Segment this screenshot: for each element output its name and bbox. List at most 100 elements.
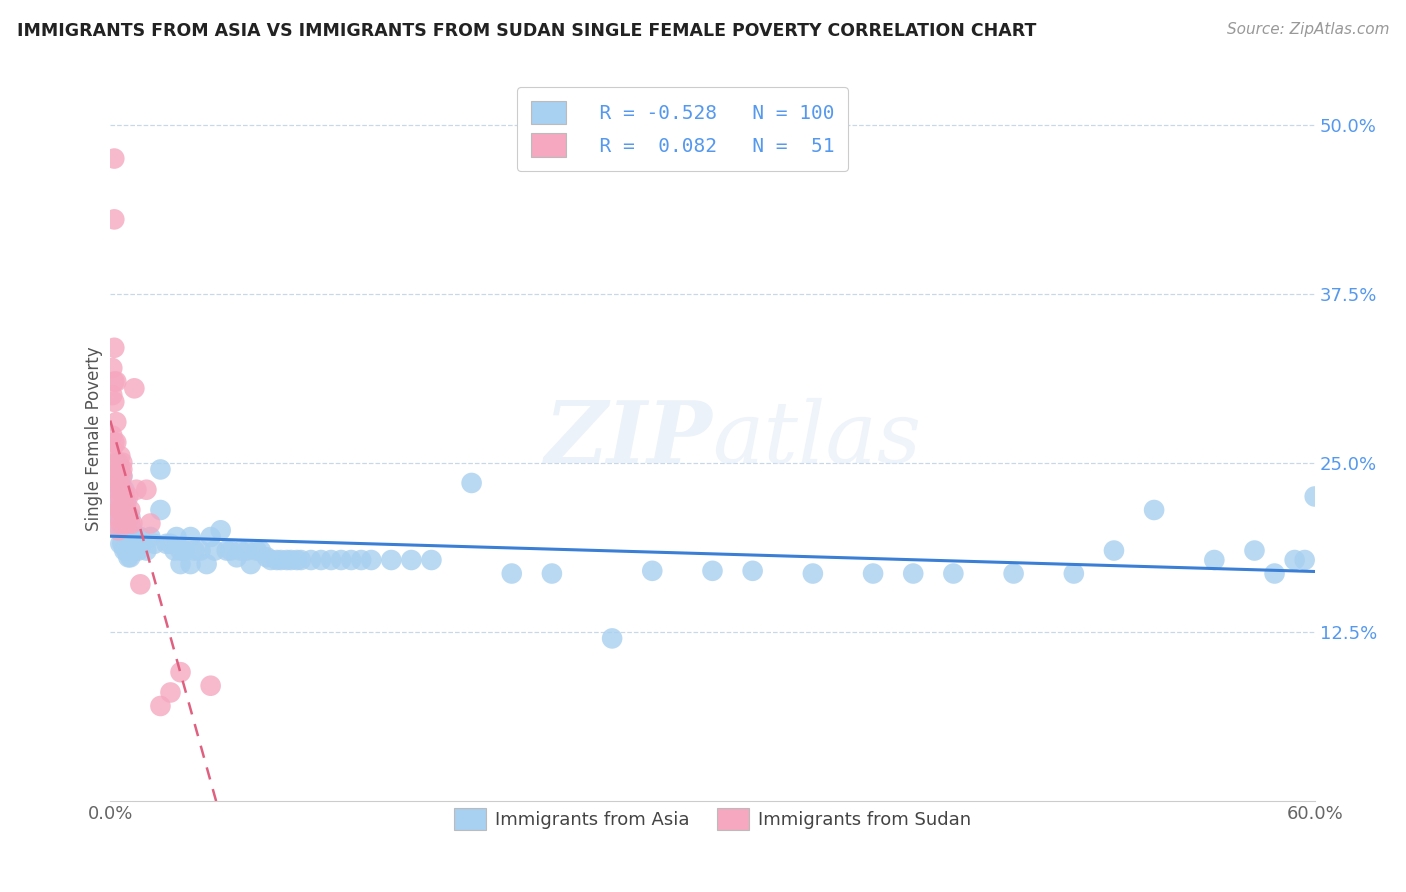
Point	[801, 566, 824, 581]
Point	[111, 456, 134, 470]
Point	[195, 557, 218, 571]
Point	[290, 553, 312, 567]
Point	[120, 509, 142, 524]
Point	[135, 483, 157, 497]
Point	[121, 516, 143, 531]
Point	[107, 483, 129, 497]
Point	[1002, 566, 1025, 581]
Point	[200, 530, 222, 544]
Point	[103, 395, 125, 409]
Point	[135, 543, 157, 558]
Point	[110, 490, 132, 504]
Text: IMMIGRANTS FROM ASIA VS IMMIGRANTS FROM SUDAN SINGLE FEMALE POVERTY CORRELATION : IMMIGRANTS FROM ASIA VS IMMIGRANTS FROM …	[17, 22, 1036, 40]
Point	[111, 469, 134, 483]
Point	[460, 475, 482, 490]
Point	[285, 553, 308, 567]
Point	[107, 483, 129, 497]
Point	[266, 553, 288, 567]
Point	[270, 553, 292, 567]
Point	[139, 516, 162, 531]
Point	[1284, 553, 1306, 567]
Point	[121, 523, 143, 537]
Point	[110, 516, 132, 531]
Point	[169, 543, 191, 558]
Point	[131, 537, 153, 551]
Point	[741, 564, 763, 578]
Point	[173, 543, 195, 558]
Point	[103, 212, 125, 227]
Point	[105, 415, 128, 429]
Point	[401, 553, 423, 567]
Point	[105, 435, 128, 450]
Point	[103, 152, 125, 166]
Point	[360, 553, 382, 567]
Point	[139, 530, 162, 544]
Point	[110, 475, 132, 490]
Point	[111, 509, 134, 524]
Point	[105, 375, 128, 389]
Point	[127, 543, 149, 558]
Point	[110, 523, 132, 537]
Point	[103, 435, 125, 450]
Point	[107, 469, 129, 483]
Point	[112, 523, 135, 537]
Point	[129, 577, 152, 591]
Point	[110, 449, 132, 463]
Point	[541, 566, 564, 581]
Point	[340, 553, 363, 567]
Point	[239, 557, 262, 571]
Point	[1204, 553, 1226, 567]
Point	[1294, 553, 1316, 567]
Point	[942, 566, 965, 581]
Point	[350, 553, 373, 567]
Point	[250, 543, 273, 558]
Point	[105, 456, 128, 470]
Point	[112, 543, 135, 558]
Y-axis label: Single Female Poverty: Single Female Poverty	[86, 347, 103, 532]
Point	[115, 503, 138, 517]
Point	[110, 503, 132, 517]
Point	[319, 553, 342, 567]
Point	[163, 543, 186, 558]
Point	[600, 632, 623, 646]
Point	[120, 530, 142, 544]
Point	[209, 523, 232, 537]
Point	[112, 490, 135, 504]
Point	[115, 543, 138, 558]
Point	[124, 530, 146, 544]
Point	[1264, 566, 1286, 581]
Point	[159, 685, 181, 699]
Point	[117, 550, 139, 565]
Point	[190, 543, 212, 558]
Point	[120, 516, 142, 531]
Point	[117, 490, 139, 504]
Point	[1143, 503, 1166, 517]
Point	[183, 543, 205, 558]
Point	[115, 496, 138, 510]
Point	[124, 381, 146, 395]
Point	[166, 530, 188, 544]
Point	[1063, 566, 1085, 581]
Point	[309, 553, 332, 567]
Point	[101, 442, 124, 457]
Point	[111, 490, 134, 504]
Point	[107, 456, 129, 470]
Point	[111, 483, 134, 497]
Point	[107, 509, 129, 524]
Point	[120, 550, 142, 565]
Point	[236, 543, 259, 558]
Point	[112, 503, 135, 517]
Point	[155, 537, 177, 551]
Point	[107, 503, 129, 517]
Point	[105, 475, 128, 490]
Text: ZIP: ZIP	[544, 397, 713, 481]
Point	[129, 530, 152, 544]
Point	[159, 537, 181, 551]
Point	[111, 523, 134, 537]
Point	[260, 553, 283, 567]
Point	[111, 537, 134, 551]
Point	[702, 564, 724, 578]
Point	[105, 469, 128, 483]
Point	[112, 503, 135, 517]
Point	[501, 566, 523, 581]
